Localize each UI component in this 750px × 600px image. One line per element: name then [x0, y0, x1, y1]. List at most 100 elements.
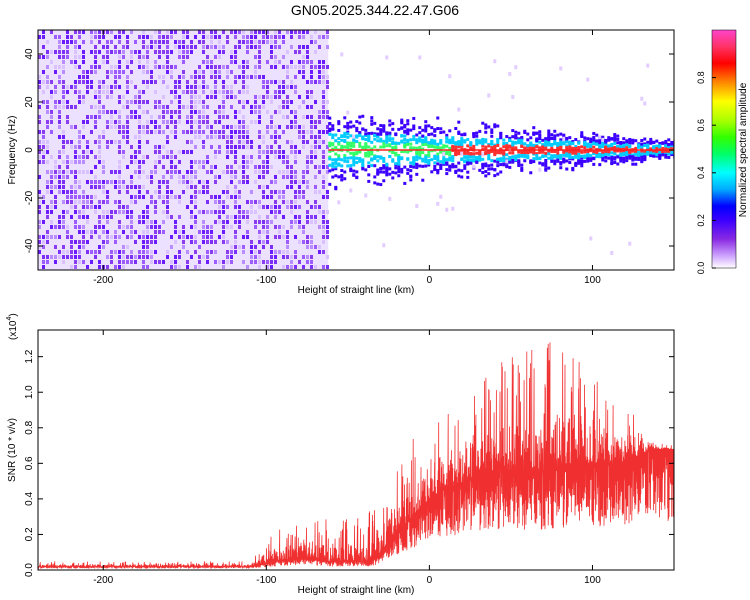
noise-cell: [322, 210, 325, 214]
noise-cell: [46, 230, 49, 234]
noise-cell: [146, 50, 149, 54]
signal-cell: [637, 143, 641, 147]
noise-cell: [114, 85, 117, 89]
noise-cell: [154, 50, 157, 54]
colorbar-label: Normalized spectral amplitude: [738, 82, 749, 217]
noise-cell: [102, 185, 105, 189]
noise-cell: [178, 255, 181, 259]
noise-cell: [146, 140, 149, 144]
noise-cell: [90, 70, 93, 74]
noise-cell: [302, 55, 305, 59]
noise-cell: [294, 170, 297, 174]
noise-cell: [286, 265, 289, 269]
noise-cell: [122, 205, 125, 209]
snr-line: [38, 342, 674, 569]
signal-cell: [628, 137, 632, 141]
signal-cell: [544, 167, 548, 171]
signal-cell: [670, 153, 674, 157]
signal-cell: [616, 155, 620, 159]
signal-cell: [556, 141, 560, 145]
noise-cell: [226, 75, 229, 79]
noise-cell: [134, 85, 137, 89]
signal-cell: [439, 167, 443, 171]
noise-cell: [94, 250, 97, 254]
signal-cell: [487, 142, 491, 146]
noise-cell: [278, 45, 281, 49]
signal-cell: [634, 152, 638, 156]
noise-cell: [94, 30, 97, 34]
signal-cell: [412, 162, 416, 166]
noise-cell: [202, 70, 205, 74]
noise-cell: [78, 170, 81, 174]
noise-cell: [178, 95, 181, 99]
noise-cell: [146, 215, 149, 219]
noise-cell: [286, 50, 289, 54]
noise-cell: [130, 115, 133, 119]
signal-cell: [643, 158, 647, 162]
signal-cell: [487, 153, 491, 157]
signal-cell: [445, 136, 449, 140]
noise-cell: [294, 65, 297, 69]
noise-cell: [298, 215, 301, 219]
noise-cell: [298, 260, 301, 264]
noise-cell: [226, 225, 229, 229]
signal-cell: [361, 159, 365, 163]
signal-cell: [445, 172, 449, 176]
noise-cell: [314, 145, 317, 149]
noise-cell: [258, 40, 261, 44]
noise-cell: [126, 105, 129, 109]
noise-cell: [258, 255, 261, 259]
noise-cell: [90, 200, 93, 204]
noise-cell: [310, 150, 313, 154]
noise-cell: [130, 180, 133, 184]
noise-cell: [94, 120, 97, 124]
signal-cell: [487, 172, 491, 176]
noise-cell: [290, 150, 293, 154]
noise-cell: [46, 255, 49, 259]
noise-cell: [114, 50, 117, 54]
signal-cell: [457, 145, 461, 149]
signal-speckle: [340, 52, 344, 57]
signal-cell: [559, 153, 563, 157]
noise-cell: [158, 150, 161, 154]
noise-cell: [254, 245, 257, 249]
noise-cell: [138, 60, 141, 64]
noise-cell: [38, 250, 41, 254]
noise-cell: [250, 200, 253, 204]
signal-cell: [343, 145, 347, 149]
signal-cell: [415, 151, 419, 155]
noise-cell: [130, 230, 133, 234]
signal-cell: [460, 133, 464, 137]
signal-cell: [670, 150, 674, 154]
signal-cell: [619, 144, 623, 148]
signal-cell: [643, 156, 647, 160]
signal-cell: [343, 131, 347, 135]
noise-cell: [230, 95, 233, 99]
noise-cell: [118, 35, 121, 39]
noise-cell: [190, 45, 193, 49]
noise-cell: [66, 40, 69, 44]
noise-cell: [226, 90, 229, 94]
noise-cell: [90, 235, 93, 239]
signal-speckle: [436, 201, 440, 206]
noise-cell: [182, 245, 185, 249]
signal-cell: [415, 146, 419, 150]
noise-cell: [290, 200, 293, 204]
signal-cell: [544, 144, 548, 148]
signal-cell: [538, 156, 542, 160]
noise-cell: [158, 115, 161, 119]
signal-cell: [382, 128, 386, 132]
noise-cell: [166, 70, 169, 74]
signal-cell: [496, 157, 500, 161]
noise-cell: [106, 50, 109, 54]
noise-cell: [262, 220, 265, 224]
signal-cell: [379, 128, 383, 132]
noise-cell: [62, 260, 65, 264]
signal-cell: [409, 164, 413, 168]
signal-cell: [652, 152, 656, 156]
signal-cell: [580, 145, 584, 149]
signal-cell: [664, 144, 668, 148]
signal-cell: [565, 159, 569, 163]
signal-cell: [508, 139, 512, 143]
noise-cell: [266, 215, 269, 219]
